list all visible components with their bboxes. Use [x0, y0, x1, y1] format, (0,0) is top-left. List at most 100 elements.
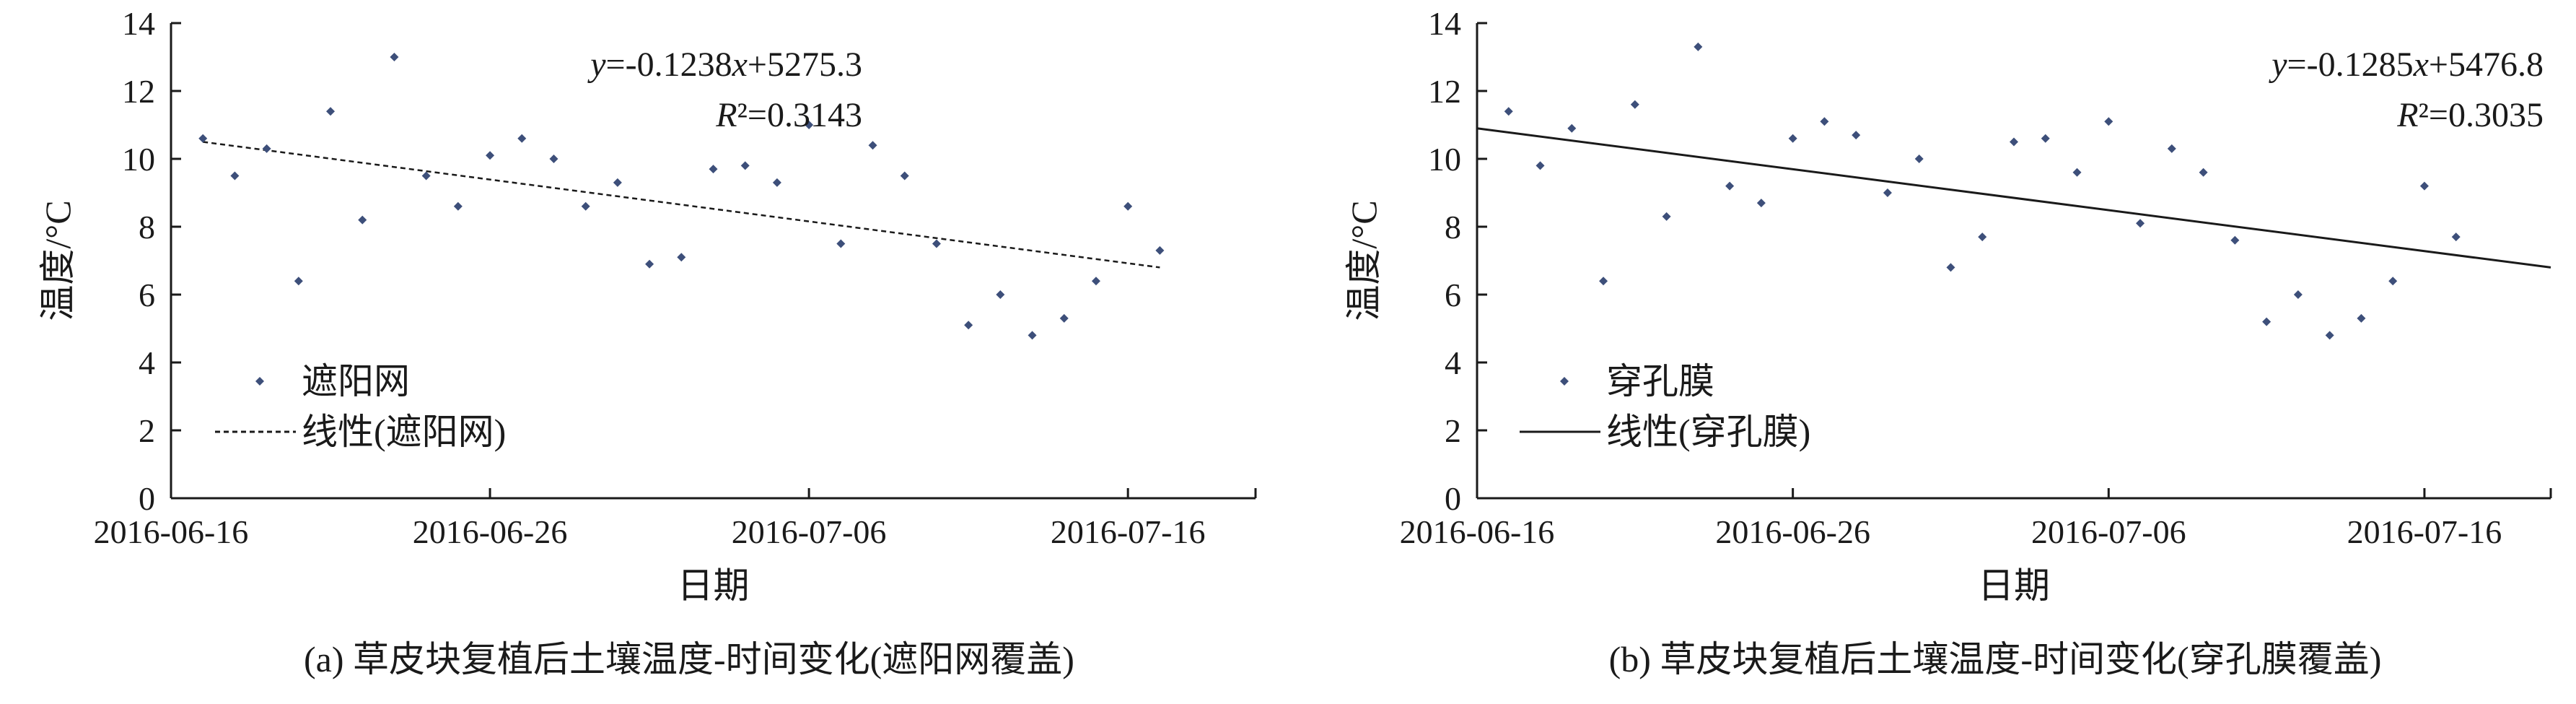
- x-axis-title: 日期: [1978, 565, 2050, 606]
- data-point: [1567, 123, 1577, 133]
- data-point: [1091, 277, 1100, 286]
- data-point: [1662, 212, 1671, 221]
- data-point: [868, 141, 877, 150]
- data-point: [996, 290, 1005, 299]
- data-point: [2072, 168, 2082, 177]
- y-tick-label: 12: [1428, 73, 1461, 110]
- legend-label-scatter: 遮阳网: [302, 361, 410, 401]
- data-point: [1059, 313, 1069, 323]
- data-point: [964, 321, 973, 330]
- data-point: [1883, 188, 1892, 197]
- y-axis-title: 温度/°C: [1344, 200, 1384, 321]
- data-point: [581, 201, 590, 211]
- data-point: [2357, 313, 2366, 323]
- legend-label-trendline: 线性(穿孔膜): [1606, 412, 1810, 452]
- y-tick-label: 0: [139, 480, 155, 517]
- data-point: [2104, 117, 2113, 126]
- data-point: [2199, 168, 2208, 177]
- data-point: [326, 107, 336, 116]
- x-tick-label: 2016-07-16: [2347, 513, 2502, 550]
- data-point: [1535, 161, 1545, 170]
- panel-caption: (b) 草皮块复植后土壤温度-时间变化(穿孔膜覆盖): [1609, 639, 2382, 679]
- data-point: [2293, 290, 2303, 299]
- x-axis-title: 日期: [678, 565, 750, 606]
- data-point: [1123, 201, 1133, 211]
- data-point: [613, 178, 622, 187]
- y-tick-label: 6: [1445, 277, 1461, 313]
- data-point: [900, 171, 909, 181]
- data-point: [2167, 144, 2176, 153]
- data-point: [1788, 134, 1797, 143]
- data-point: [1599, 277, 1608, 286]
- y-tick-label: 2: [1445, 412, 1461, 449]
- data-point: [2010, 137, 2018, 147]
- legend-marker-scatter: [1560, 377, 1569, 386]
- data-point: [2041, 134, 2050, 143]
- data-point: [517, 134, 527, 143]
- y-tick-label: 14: [1428, 5, 1461, 42]
- data-point: [358, 215, 367, 225]
- data-point: [486, 151, 495, 160]
- x-tick-label: 2016-07-06: [2031, 513, 2186, 550]
- x-tick-label: 2016-07-06: [732, 513, 887, 550]
- y-tick-label: 4: [139, 344, 155, 381]
- legend-label-trendline: 线性(遮阳网): [302, 412, 506, 452]
- data-point: [390, 53, 399, 61]
- r-squared: R²=0.3035: [2396, 96, 2544, 134]
- data-point: [2419, 181, 2429, 191]
- x-tick-label: 2016-06-26: [1715, 513, 1870, 550]
- data-point: [453, 201, 463, 211]
- data-point: [549, 155, 558, 163]
- y-tick-label: 4: [1445, 344, 1461, 381]
- x-tick-label: 2016-06-16: [1400, 513, 1555, 550]
- data-point: [1914, 155, 1924, 163]
- y-tick-label: 14: [122, 5, 155, 42]
- data-point: [1756, 199, 1766, 208]
- data-point: [1852, 131, 1861, 140]
- x-tick-label: 2016-06-16: [94, 513, 249, 550]
- data-point: [677, 253, 686, 262]
- data-point: [805, 121, 814, 129]
- data-point: [2451, 233, 2461, 242]
- data-point: [1504, 107, 1513, 116]
- y-tick-label: 10: [1428, 141, 1461, 178]
- data-point: [198, 134, 208, 143]
- r-squared: R²=0.3143: [715, 96, 862, 134]
- data-point: [1978, 233, 1987, 242]
- data-point: [2262, 317, 2271, 326]
- data-point: [836, 239, 846, 248]
- y-axis-title: 温度/°C: [38, 200, 78, 321]
- data-point: [1820, 117, 1829, 126]
- chart-panel-b: 0 2 4 6 8 10 12 14 2016-06-16 2016-06-26 2016-07-0…: [1344, 5, 2552, 679]
- data-point: [645, 259, 654, 269]
- data-point: [421, 171, 431, 181]
- data-point: [1694, 42, 1703, 51]
- data-point: [2230, 235, 2240, 245]
- trendline: [203, 141, 1160, 269]
- data-point: [2388, 277, 2398, 286]
- trendline: [1476, 127, 2551, 269]
- data-point: [1028, 331, 1037, 340]
- y-tick-label: 2: [139, 412, 155, 449]
- x-tick-label: 2016-07-16: [1051, 513, 1206, 550]
- y-tick-label: 10: [122, 141, 155, 178]
- y-tick-label: 0: [1445, 480, 1461, 517]
- data-point: [2136, 219, 2145, 228]
- data-point: [230, 171, 240, 181]
- chart-panel-a: 0 2 4 6 8 10 12 14 2016-06-16 2016-06-26 2016-07-0…: [38, 5, 1257, 679]
- data-point: [1946, 263, 1955, 272]
- data-point: [1725, 181, 1735, 191]
- data-point: [1630, 100, 1639, 109]
- legend-marker-scatter: [255, 377, 264, 386]
- y-tick-label: 8: [1445, 209, 1461, 245]
- legend-label-scatter: 穿孔膜: [1606, 361, 1714, 401]
- y-tick-label: 6: [139, 277, 155, 313]
- regression-equation: y=-0.1238x+5275.3: [587, 45, 862, 84]
- data-point: [294, 277, 303, 286]
- data-point: [262, 144, 271, 153]
- x-tick-label: 2016-06-26: [413, 513, 568, 550]
